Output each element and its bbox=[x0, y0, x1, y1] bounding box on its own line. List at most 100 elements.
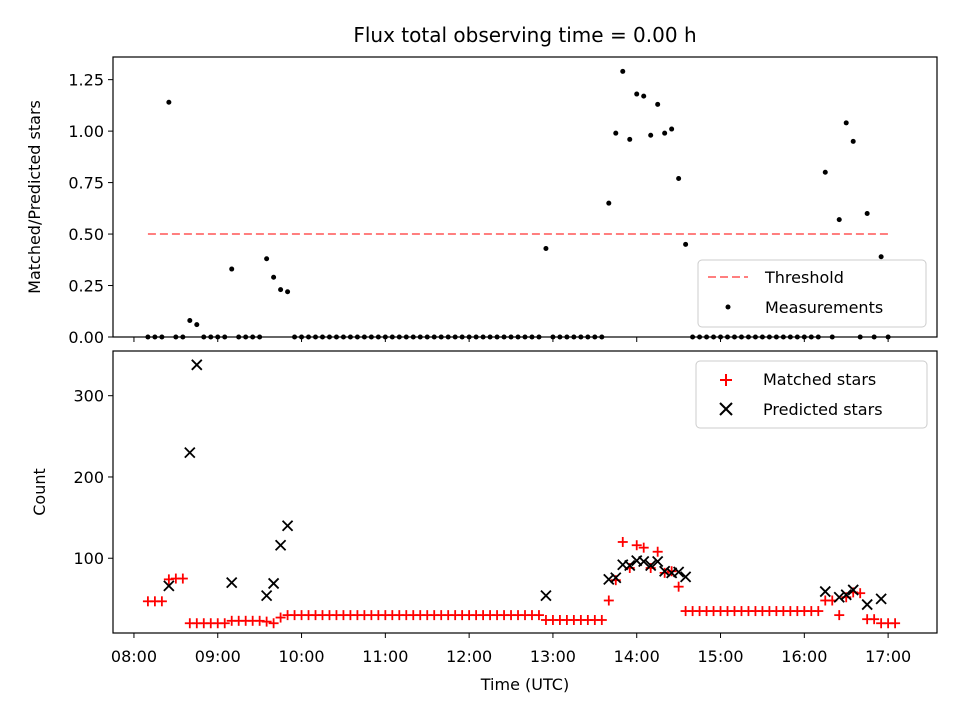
predicted-point-b-17 bbox=[659, 565, 671, 577]
bottom-y-axis-label: Count bbox=[30, 468, 49, 516]
predicted-point-b-20 bbox=[679, 571, 692, 583]
predicted-point-b-26 bbox=[875, 593, 887, 605]
measurement-point-103 bbox=[864, 210, 870, 216]
x-tick-label-6: 14:00 bbox=[614, 647, 660, 666]
predicted-point-26 bbox=[875, 593, 887, 605]
top-chart-title: Flux total observing time = 0.00 h bbox=[353, 23, 696, 47]
predicted-point-b-7 bbox=[281, 520, 294, 532]
predicted-point-b-5 bbox=[267, 577, 280, 590]
predicted-point-3 bbox=[226, 576, 238, 589]
top-legend-box bbox=[697, 259, 927, 328]
legend-matched-label: Matched stars bbox=[763, 370, 876, 389]
predicted-point-20 bbox=[679, 571, 692, 583]
measurement-point-66 bbox=[606, 200, 612, 206]
matched-point-66 bbox=[603, 595, 614, 606]
predicted-point-b-14 bbox=[638, 555, 650, 568]
predicted-point-24 bbox=[847, 584, 859, 596]
matched-point-17 bbox=[261, 616, 272, 627]
x-axis-label: Time (UTC) bbox=[480, 675, 569, 694]
measurement-point-20 bbox=[285, 289, 291, 295]
x-tick-label-2: 10:00 bbox=[278, 647, 324, 666]
matched-point-70 bbox=[631, 540, 642, 551]
measurement-point-101 bbox=[850, 138, 856, 144]
top-y-tick-label-0: 0.00 bbox=[68, 328, 104, 347]
top-legend: Threshold Measurements bbox=[697, 259, 927, 328]
bottom-count-points bbox=[142, 359, 901, 629]
top-plot-frame bbox=[112, 56, 938, 338]
top-y-tick-label-2: 0.50 bbox=[68, 225, 104, 244]
predicted-point-19 bbox=[672, 566, 685, 578]
measurement-point-17 bbox=[264, 256, 270, 262]
predicted-point-b-23 bbox=[840, 589, 852, 601]
legend-measurements-label: Measurements bbox=[765, 298, 883, 317]
matched-point-19 bbox=[275, 612, 286, 623]
measurement-point-68 bbox=[620, 68, 626, 74]
predicted-point-21 bbox=[819, 585, 831, 598]
predicted-point-0 bbox=[163, 580, 175, 592]
predicted-point-22 bbox=[833, 591, 845, 603]
bottom-y-tick-label-1: 200 bbox=[73, 468, 104, 487]
measurement-point-19 bbox=[278, 287, 284, 293]
matched-point-2 bbox=[156, 596, 167, 607]
measurement-point-6 bbox=[187, 318, 193, 324]
predicted-point-b-9 bbox=[603, 573, 615, 585]
legend-measurements-swatch bbox=[725, 304, 731, 310]
predicted-point-b-12 bbox=[624, 559, 636, 572]
measurement-point-69 bbox=[627, 136, 633, 142]
x-tick-label-0: 08:00 bbox=[111, 647, 157, 666]
predicted-point-23 bbox=[840, 589, 852, 601]
predicted-point-17 bbox=[659, 565, 671, 577]
legend-predicted-label: Predicted stars bbox=[763, 400, 883, 419]
measurement-point-12 bbox=[229, 266, 235, 272]
bottom-plot-frame bbox=[112, 350, 938, 634]
matched-point-68 bbox=[617, 536, 628, 547]
top-measurement-points bbox=[145, 68, 891, 340]
predicted-point-10 bbox=[610, 572, 622, 584]
predicted-point-7 bbox=[281, 520, 294, 532]
legend-matched-swatch bbox=[720, 374, 732, 386]
measurement-point-76 bbox=[676, 175, 682, 181]
predicted-point-b-24 bbox=[847, 584, 859, 596]
bottom-y-tick-label-0: 100 bbox=[73, 549, 104, 568]
predicted-point-5 bbox=[267, 577, 280, 590]
bottom-panel: 100 200 300 08:00 09:00 10:00 11:00 12:00 13:00… bbox=[30, 350, 938, 694]
predicted-point-1 bbox=[184, 446, 196, 459]
matched-point-74 bbox=[659, 567, 670, 578]
matched-point-73 bbox=[652, 546, 663, 557]
matched-point-5 bbox=[177, 573, 188, 584]
predicted-point-b-6 bbox=[274, 539, 287, 551]
matched-point-65 bbox=[596, 614, 607, 625]
predicted-point-b-1 bbox=[184, 446, 196, 459]
bottom-legend-box bbox=[695, 360, 928, 429]
measurement-point-3 bbox=[166, 99, 172, 105]
measurement-point-99 bbox=[836, 217, 842, 223]
predicted-point-b-10 bbox=[610, 572, 622, 584]
measurement-point-100 bbox=[843, 120, 849, 126]
matched-point-99 bbox=[834, 610, 845, 621]
top-y-tick-label-3: 0.75 bbox=[68, 174, 104, 193]
legend-threshold-label: Threshold bbox=[764, 268, 844, 287]
x-tick-label-8: 16:00 bbox=[781, 647, 827, 666]
predicted-point-25 bbox=[861, 598, 873, 611]
top-y-tick-label-5: 1.25 bbox=[68, 71, 104, 90]
predicted-point-16 bbox=[652, 555, 664, 568]
matched-point-75 bbox=[666, 566, 677, 577]
top-y-tick-label-4: 1.00 bbox=[68, 122, 104, 141]
matched-point-96 bbox=[813, 606, 824, 617]
measurement-point-7 bbox=[194, 322, 200, 328]
measurement-point-97 bbox=[822, 169, 828, 175]
top-y-axis-label: Matched/Predicted stars bbox=[25, 100, 44, 294]
matched-point-71 bbox=[638, 542, 649, 553]
x-tick-label-1: 09:00 bbox=[195, 647, 241, 666]
measurement-point-74 bbox=[662, 130, 668, 136]
measurement-point-72 bbox=[648, 132, 654, 138]
predicted-point-2 bbox=[191, 359, 203, 371]
matched-point-104 bbox=[869, 614, 880, 625]
x-tick-label-9: 17:00 bbox=[865, 647, 911, 666]
measurement-point-67 bbox=[613, 130, 619, 136]
matched-point-56 bbox=[533, 610, 544, 621]
predicted-point-9 bbox=[603, 573, 615, 585]
measurement-point-57 bbox=[543, 245, 549, 251]
predicted-point-b-25 bbox=[861, 598, 873, 611]
